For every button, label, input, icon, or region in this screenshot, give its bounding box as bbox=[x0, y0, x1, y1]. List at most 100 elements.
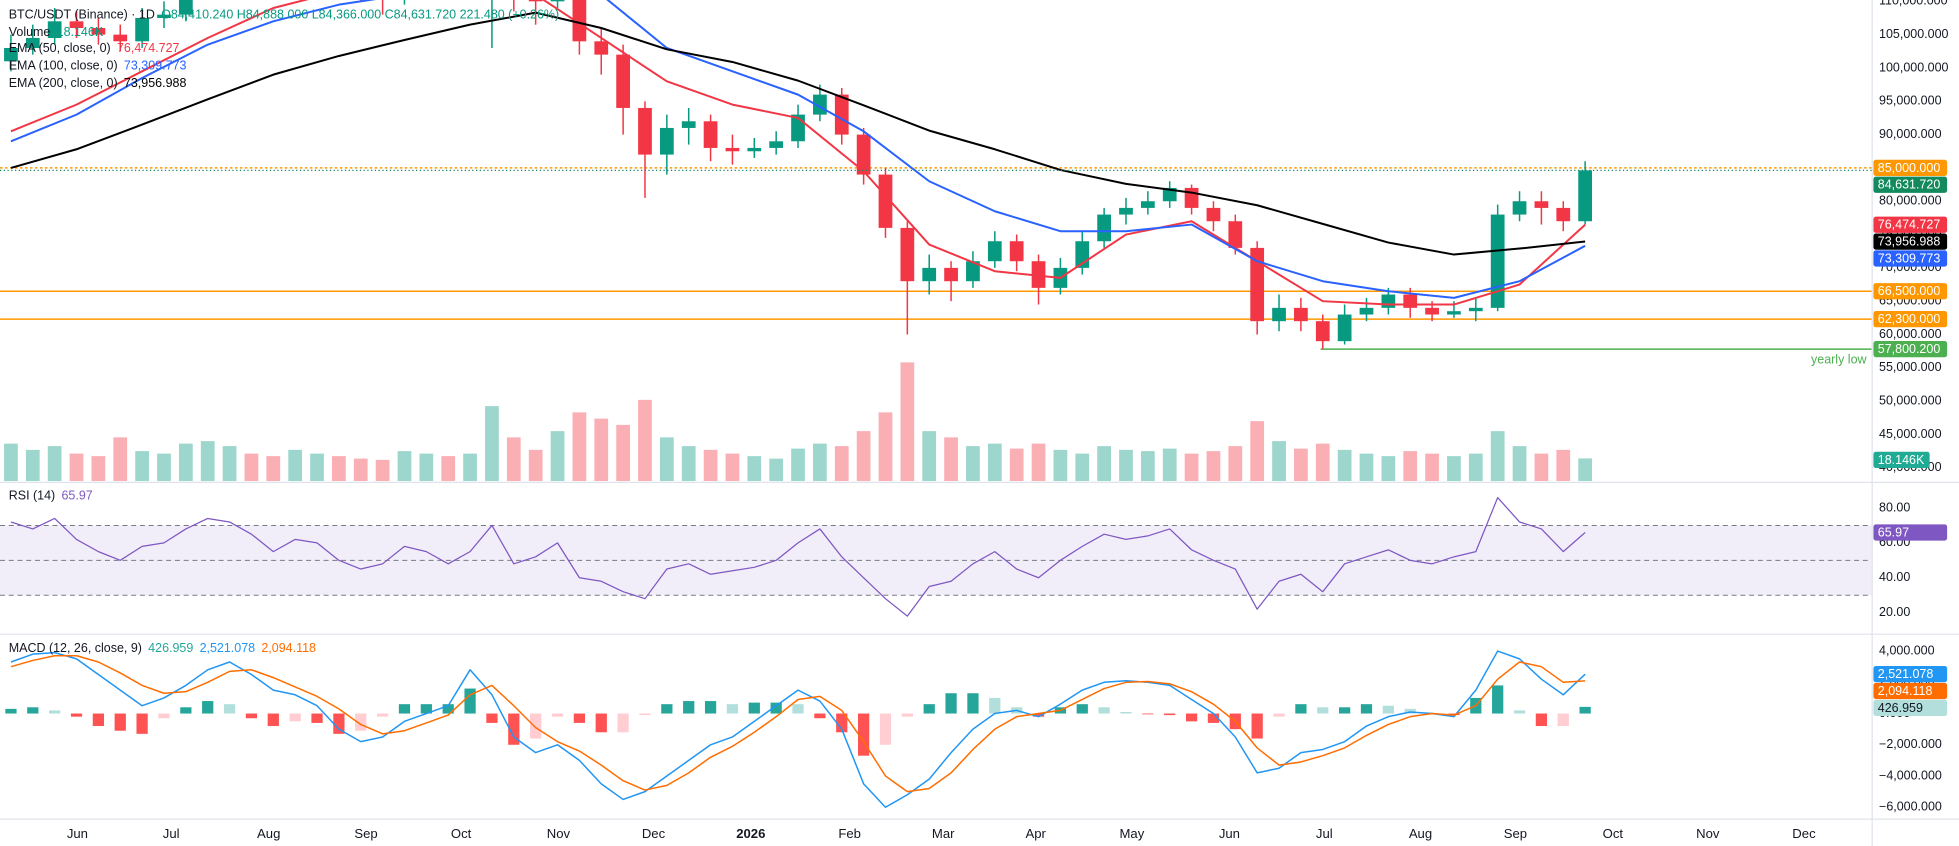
price-label-box bbox=[1873, 283, 1948, 300]
volume-bar bbox=[922, 431, 937, 482]
symbol: BTC/USDT (Binance) · 1D bbox=[9, 7, 155, 21]
candle-body bbox=[1031, 261, 1046, 288]
histogram-bar bbox=[683, 701, 695, 714]
x-tick-label: May bbox=[1120, 826, 1145, 841]
histogram-bar bbox=[639, 713, 651, 716]
candle-body bbox=[922, 267, 937, 282]
legend-value: 76,474.727 bbox=[117, 41, 180, 55]
candle-body bbox=[1468, 307, 1483, 312]
y-tick-label: 60,000.000 bbox=[1879, 327, 1942, 341]
ema-line bbox=[10, 0, 1586, 299]
candle-body bbox=[1228, 221, 1243, 248]
volume-bar bbox=[1315, 443, 1330, 482]
price-label-box bbox=[1873, 159, 1948, 177]
price-label: 76,474.727 bbox=[1878, 218, 1941, 232]
candle-body bbox=[769, 141, 784, 148]
candle-body bbox=[69, 21, 84, 28]
candle-body bbox=[1578, 170, 1592, 222]
histogram-bar bbox=[923, 704, 935, 714]
candle-body bbox=[1119, 207, 1133, 215]
histogram-bar bbox=[617, 713, 629, 733]
x-tick-label: Jul bbox=[163, 826, 180, 841]
x-tick-label: Dec bbox=[642, 826, 666, 841]
histogram-bar bbox=[814, 713, 826, 719]
candle-body bbox=[616, 54, 630, 108]
x-tick-label: Aug bbox=[1409, 826, 1432, 841]
candle-body bbox=[157, 14, 171, 18]
y-tick-label: 105,000.000 bbox=[1879, 27, 1948, 41]
volume-bar bbox=[506, 437, 521, 482]
histogram-bar bbox=[770, 702, 782, 714]
volume-bar bbox=[310, 453, 324, 482]
histogram-bar bbox=[464, 688, 476, 714]
volume-bar bbox=[878, 412, 893, 482]
histogram-bar bbox=[1579, 706, 1591, 714]
volume-bar bbox=[1512, 446, 1527, 482]
histogram-bar bbox=[136, 713, 148, 734]
candle-body bbox=[572, 0, 587, 42]
histogram-bar bbox=[1098, 707, 1110, 714]
candle-body bbox=[1534, 201, 1549, 208]
histogram-bar bbox=[704, 701, 717, 714]
candle-body bbox=[1512, 201, 1527, 215]
histogram-bar bbox=[748, 702, 760, 714]
candle-body bbox=[1250, 247, 1265, 322]
candle-body bbox=[747, 147, 762, 152]
candle-body bbox=[1184, 187, 1199, 208]
price-pane bbox=[0, 0, 1872, 482]
volume-bar bbox=[4, 443, 18, 482]
histogram-bar bbox=[486, 713, 498, 723]
volume-bar bbox=[834, 446, 849, 482]
volume-bar bbox=[1359, 453, 1374, 482]
signal-line bbox=[10, 654, 1586, 793]
x-tick-label: Oct bbox=[451, 826, 472, 841]
histogram-bar bbox=[1513, 710, 1526, 714]
y-tick-label: −2,000.000 bbox=[1879, 737, 1942, 751]
price-label-box bbox=[1873, 176, 1948, 193]
histogram-bar bbox=[27, 707, 39, 714]
x-tick-label: Oct bbox=[1603, 826, 1624, 841]
histogram-bar bbox=[508, 713, 520, 745]
volume-label-box bbox=[1873, 451, 1930, 468]
legend-name: MACD (12, 26, close, 9) bbox=[9, 641, 142, 655]
x-tick-label: Nov bbox=[547, 826, 571, 841]
price-label-box bbox=[1873, 666, 1948, 683]
candle-body bbox=[900, 227, 915, 282]
price-label: 84,631.720 bbox=[1878, 178, 1941, 192]
histogram-bar bbox=[1120, 711, 1132, 714]
candle-body bbox=[966, 261, 980, 282]
histogram-bar bbox=[1185, 713, 1198, 722]
candle-body bbox=[681, 121, 696, 128]
volume-bar bbox=[747, 456, 762, 482]
volume-bar bbox=[638, 399, 652, 482]
price-label: 2,521.078 bbox=[1878, 667, 1934, 681]
price-label-box bbox=[1873, 524, 1948, 541]
volume-bar bbox=[1425, 453, 1439, 482]
price-label: 57,800.200 bbox=[1878, 342, 1941, 356]
volume-bar bbox=[1381, 456, 1396, 482]
histogram-bar bbox=[70, 713, 83, 717]
histogram-bar bbox=[792, 704, 804, 714]
histogram-bar bbox=[1207, 713, 1220, 723]
histogram-bar bbox=[333, 713, 345, 734]
candle-body bbox=[1206, 207, 1221, 222]
histogram-bar bbox=[945, 693, 957, 714]
volume-bar bbox=[25, 449, 40, 482]
price-label-box bbox=[1873, 216, 1948, 233]
candle-body bbox=[25, 37, 40, 48]
x-tick-label: Feb bbox=[838, 826, 861, 841]
price-label-box bbox=[1873, 682, 1948, 700]
x-tick-label: Apr bbox=[1025, 826, 1046, 841]
volume-bar bbox=[1009, 448, 1024, 482]
volume-bar bbox=[222, 446, 237, 482]
legend-value: 65.97 bbox=[61, 488, 92, 502]
volume-bar bbox=[1534, 453, 1549, 482]
volume-bar bbox=[703, 449, 718, 482]
ema-line bbox=[10, 0, 1586, 306]
volume-bar bbox=[113, 437, 128, 482]
candle-body bbox=[1447, 311, 1461, 315]
volume-bar bbox=[659, 437, 674, 482]
histogram-bar bbox=[1360, 704, 1373, 714]
price-label: 2,094.118 bbox=[1878, 684, 1933, 698]
